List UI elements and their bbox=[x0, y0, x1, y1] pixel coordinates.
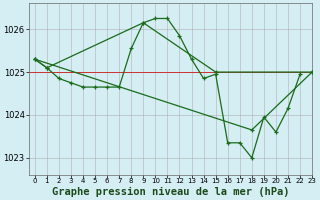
X-axis label: Graphe pression niveau de la mer (hPa): Graphe pression niveau de la mer (hPa) bbox=[52, 186, 289, 197]
